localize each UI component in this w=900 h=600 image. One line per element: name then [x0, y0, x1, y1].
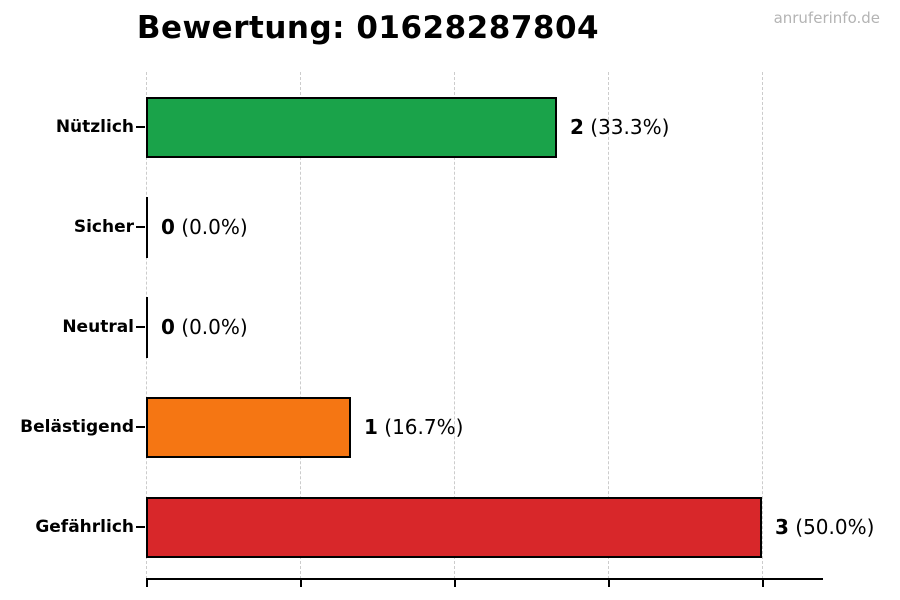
- y-axis-tick: [136, 226, 145, 228]
- value-percent: (50.0%): [795, 515, 875, 539]
- y-axis-tick: [136, 426, 145, 428]
- chart-title: Bewertung: 01628287804: [136, 10, 600, 46]
- watermark-anruferinfo: anruferinfo.de: [773, 9, 880, 27]
- y-axis-tick: [136, 526, 145, 528]
- bar-sicher: [146, 197, 148, 258]
- category-label-nuetzlich: Nützlich: [55, 117, 134, 137]
- value-percent: (0.0%): [181, 315, 248, 339]
- value-label-sicher: 0 (0.0%): [161, 214, 248, 240]
- gridline: [608, 72, 609, 579]
- value-label-neutral: 0 (0.0%): [161, 314, 248, 340]
- value-count: 0: [161, 315, 175, 339]
- x-axis-line: [146, 578, 823, 580]
- value-label-gefaehrlich: 3 (50.0%): [775, 514, 874, 540]
- y-axis-tick: [136, 326, 145, 328]
- value-label-belaestigend: 1 (16.7%): [364, 414, 463, 440]
- category-label-neutral: Neutral: [62, 317, 134, 337]
- value-count: 3: [775, 515, 789, 539]
- bar-gefaehrlich: [146, 497, 762, 558]
- x-axis-tick: [146, 580, 148, 587]
- gridline: [454, 72, 455, 579]
- y-axis-tick: [136, 126, 145, 128]
- x-axis-tick: [454, 580, 456, 587]
- value-percent: (0.0%): [181, 215, 248, 239]
- value-percent: (16.7%): [384, 415, 464, 439]
- bar-belaestigend: [146, 397, 351, 458]
- x-axis-tick: [608, 580, 610, 587]
- category-label-sicher: Sicher: [73, 217, 134, 237]
- category-label-belaestigend: Belästigend: [20, 417, 134, 437]
- value-count: 2: [570, 115, 584, 139]
- gridline: [762, 72, 763, 579]
- x-axis-tick: [762, 580, 764, 587]
- value-label-nuetzlich: 2 (33.3%): [570, 114, 669, 140]
- value-count: 1: [364, 415, 378, 439]
- bar-neutral: [146, 297, 148, 358]
- bar-nuetzlich: [146, 97, 557, 158]
- gridline: [300, 72, 301, 579]
- x-axis-tick: [300, 580, 302, 587]
- category-label-gefaehrlich: Gefährlich: [35, 517, 134, 537]
- value-count: 0: [161, 215, 175, 239]
- value-percent: (33.3%): [590, 115, 670, 139]
